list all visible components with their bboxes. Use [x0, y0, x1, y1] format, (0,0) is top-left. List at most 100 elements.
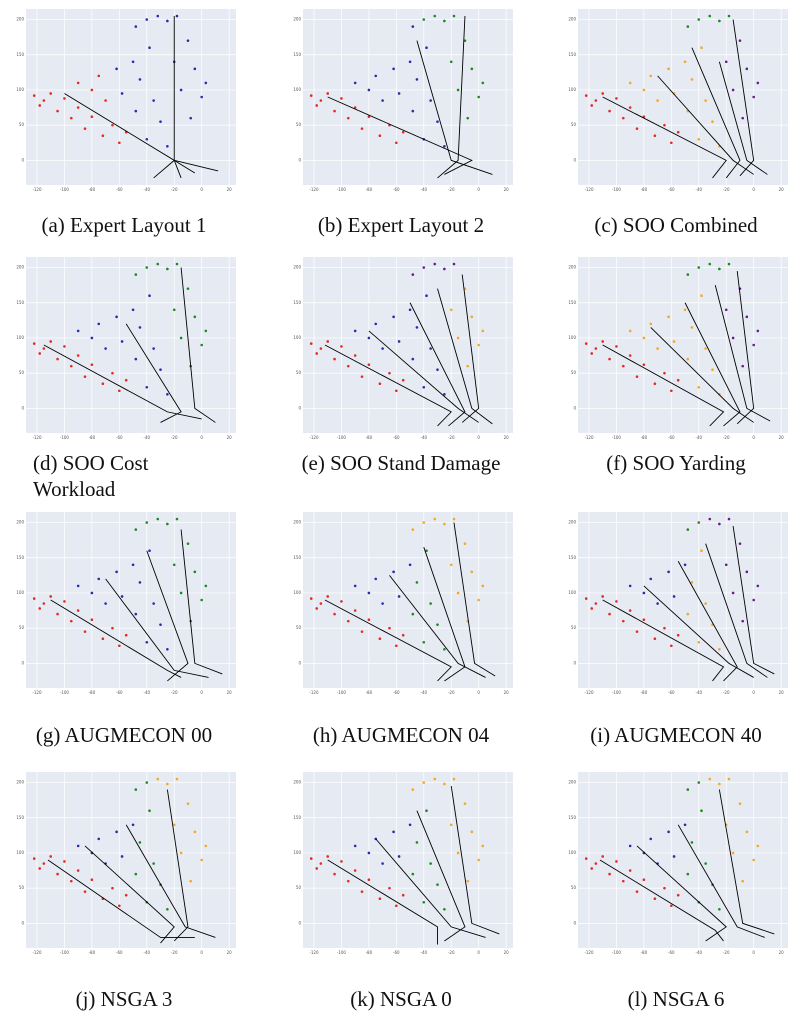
- scatter-point: [32, 342, 36, 345]
- scatter-point: [38, 352, 42, 355]
- scatter-point: [477, 598, 480, 602]
- plot-background: [578, 512, 788, 688]
- scatter-point: [672, 340, 676, 343]
- scatter-point: [115, 67, 118, 71]
- scatter-point: [422, 385, 426, 389]
- scatter-point: [436, 368, 439, 371]
- scatter-point: [353, 844, 357, 848]
- scatter-point: [700, 809, 703, 813]
- scatter-point: [131, 308, 135, 312]
- scatter-point: [718, 782, 721, 786]
- scatter-point: [672, 855, 676, 858]
- scatter-point: [628, 584, 632, 588]
- scatter-point: [374, 322, 378, 326]
- scatter-point: [111, 886, 114, 890]
- scatter-point: [186, 287, 190, 290]
- y-tick-label: 50: [19, 885, 25, 890]
- scatter-point: [134, 872, 138, 876]
- scatter-point: [401, 893, 405, 897]
- scatter-point: [686, 788, 690, 791]
- scatter-point: [392, 570, 395, 574]
- x-tick-label: -100: [60, 950, 70, 955]
- panel-caption: (j) NSGA 3: [75, 987, 173, 1011]
- x-tick-label: 0: [477, 435, 480, 440]
- scatter-point: [166, 907, 169, 911]
- scatter-point: [166, 267, 169, 271]
- x-tick-label: 0: [477, 187, 480, 192]
- scatter-point: [381, 99, 384, 102]
- scatter-point: [711, 120, 714, 123]
- plot-background: [303, 257, 513, 433]
- cable-line: [389, 575, 486, 678]
- scatter-point: [594, 347, 598, 350]
- cable-line: [714, 285, 771, 422]
- scatter-point: [690, 581, 694, 584]
- x-tick-label: -20: [448, 950, 455, 955]
- scatter-point: [425, 294, 428, 298]
- x-tick-label: 0: [200, 950, 203, 955]
- cable-line: [677, 824, 765, 938]
- x-tick-label: -120: [584, 690, 594, 695]
- scatter-point: [148, 809, 151, 813]
- scatter-point: [477, 343, 480, 347]
- scatter-point: [115, 830, 118, 834]
- scatter-point: [724, 563, 728, 567]
- scatter-point: [83, 890, 87, 893]
- scatter-point: [42, 347, 46, 350]
- scatter-point: [697, 266, 701, 269]
- scatter-point: [686, 273, 690, 276]
- panel-caption: (c) SOO Combined: [594, 213, 758, 237]
- scatter-point: [433, 262, 437, 266]
- scatter-point: [738, 802, 742, 805]
- scatter-point: [381, 862, 384, 865]
- scatter-point: [667, 67, 670, 71]
- x-tick-label: -100: [612, 690, 622, 695]
- scatter-point: [166, 392, 169, 396]
- x-tick-label: -60: [116, 187, 123, 192]
- scatter-point: [353, 354, 357, 357]
- scatter-point: [378, 897, 382, 901]
- cable-line: [599, 859, 724, 942]
- scatter-point: [319, 602, 323, 605]
- scatter-point: [69, 364, 73, 368]
- scatter-point: [346, 879, 350, 883]
- scatter-point: [411, 357, 415, 361]
- x-tick-label: -80: [366, 435, 373, 440]
- x-tick-label: -80: [641, 690, 648, 695]
- x-tick-label: -100: [612, 435, 622, 440]
- y-tick-label: 100: [568, 850, 576, 855]
- cable-line: [84, 845, 175, 944]
- scatter-point: [718, 19, 721, 23]
- scatter-point: [395, 644, 398, 648]
- scatter-point: [193, 570, 197, 574]
- scatter-point: [663, 123, 666, 127]
- scatter-point: [76, 354, 80, 357]
- scatter-point: [63, 97, 66, 100]
- scatter-point: [76, 609, 80, 612]
- scatter-point: [319, 347, 323, 350]
- scatter-point: [111, 371, 114, 375]
- scatter-point: [340, 97, 343, 100]
- scatter-point: [76, 106, 80, 109]
- scatter-point: [131, 60, 135, 64]
- scatter-point: [346, 116, 350, 120]
- y-tick-label: 0: [298, 405, 301, 410]
- y-tick-label: 100: [16, 335, 24, 340]
- scatter-point: [367, 851, 371, 855]
- scatter-point: [83, 375, 87, 378]
- scatter-point: [42, 99, 46, 102]
- scatter-point: [49, 340, 53, 343]
- scatter-point: [90, 591, 94, 595]
- scatter-panel: 0 50 100 150 200 -120 -100 -80 -60 -40 -20 0 20: [16, 512, 236, 695]
- scatter-point: [156, 262, 160, 266]
- cable-line: [416, 40, 493, 175]
- scatter-point: [179, 591, 183, 595]
- scatter-point: [590, 607, 594, 610]
- scatter-point: [397, 92, 401, 95]
- scatter-point: [724, 308, 728, 312]
- x-tick-label: -40: [421, 187, 428, 192]
- y-tick-label: 50: [296, 625, 302, 630]
- scatter-point: [686, 357, 690, 361]
- scatter-point: [686, 872, 690, 876]
- scatter-point: [584, 597, 588, 600]
